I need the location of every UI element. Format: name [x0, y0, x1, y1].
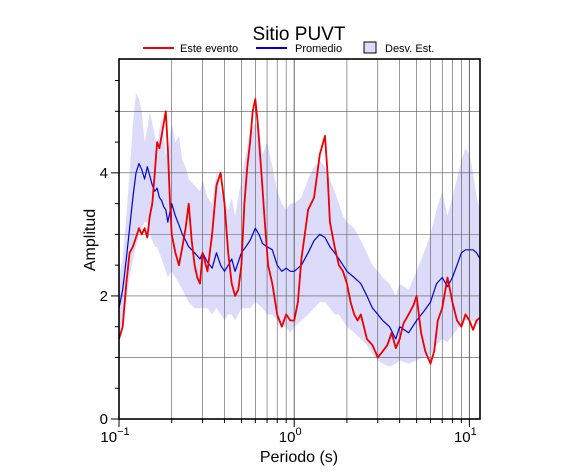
std-band: [119, 92, 480, 367]
plot-frame: [118, 58, 481, 420]
plot-area: [118, 58, 481, 420]
legend: Este evento Promedio Desv. Est.: [143, 41, 434, 55]
series-layer: [118, 98, 481, 365]
y-tick-label: 4: [100, 165, 108, 182]
grid-layer: [119, 59, 480, 419]
x-tick-label: 100: [279, 426, 302, 446]
legend-swatch-box: [363, 41, 377, 54]
chart-title: Sitio PUVT: [253, 24, 346, 45]
y-axis-label: Amplitud: [82, 209, 99, 271]
y-tick-label: 2: [100, 288, 108, 305]
legend-item: Desv. Est.: [363, 41, 434, 55]
y-tick-label: 0: [100, 411, 108, 428]
legend-label: Desv. Est.: [385, 43, 434, 55]
legend-label: Este evento: [180, 43, 238, 55]
series-line-promedio: [118, 163, 481, 340]
x-tick-label: 101: [454, 426, 477, 446]
legend-label: Promedio: [295, 43, 342, 55]
y-axis: 0 2 4: [100, 80, 119, 428]
x-axis-label: Periodo (s): [260, 449, 338, 466]
x-axis: 10−1 100 101: [100, 419, 477, 446]
std-band-layer: [119, 92, 480, 367]
legend-item: Promedio: [256, 43, 342, 55]
x-tick-label: 10−1: [100, 426, 129, 446]
series-line-este-evento: [118, 98, 481, 365]
legend-item: Este evento: [143, 43, 238, 55]
